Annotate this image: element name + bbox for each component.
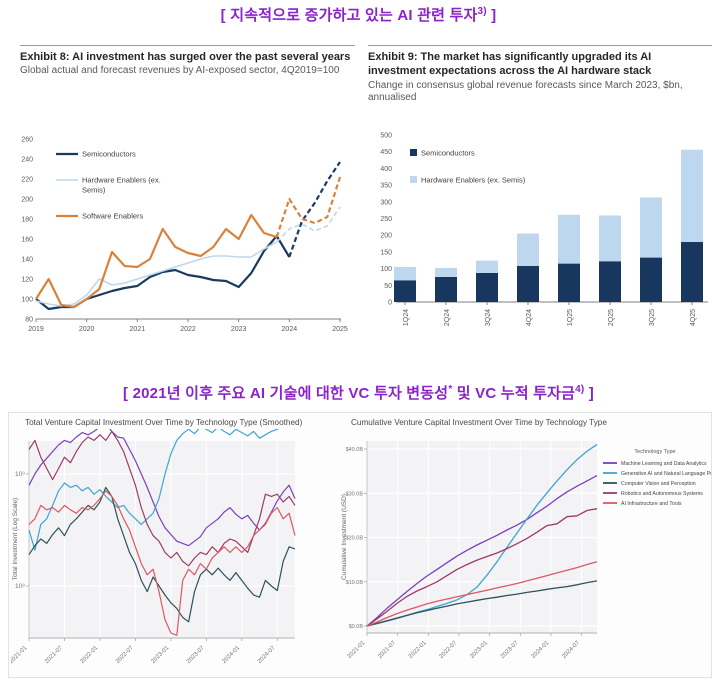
exhibit9-title: Exhibit 9: The market has significantly … [368,51,652,78]
section-title-mid: [ 2021년 이후 주요 AI 기술에 대한 VC 투자 변동성* 및 VC … [123,384,594,402]
svg-text:2023-07: 2023-07 [186,645,206,665]
svg-text:2021-07: 2021-07 [44,645,64,665]
vc-total-line-chart: 10⁹ 10⁸ 2021-01 2021-07 2022-01 2022-07 2023-0… [11,429,296,665]
svg-text:180: 180 [21,217,33,224]
svg-text:Machine Learning and Data Anal: Machine Learning and Data Analytics [621,461,707,467]
svg-text:100: 100 [21,297,33,304]
svg-text:2024-07: 2024-07 [561,640,581,660]
svg-text:500: 500 [380,133,392,140]
svg-text:$0.0B: $0.0B [349,624,364,630]
svg-text:$10.0B: $10.0B [346,580,364,586]
svg-text:Hardware Enablers (ex. Semis): Hardware Enablers (ex. Semis) [421,176,526,185]
exhibit9-panel: Exhibit 9: The market has significantly … [368,45,712,350]
svg-text:$40.0B: $40.0B [346,447,364,453]
svg-text:2025: 2025 [332,326,348,333]
svg-text:2Q24: 2Q24 [444,309,451,326]
svg-text:400: 400 [380,166,392,173]
vc-total-title: Total Venture Capital Investment Over Ti… [25,418,303,427]
svg-text:350: 350 [380,183,392,190]
svg-text:2019: 2019 [28,326,44,333]
svg-text:220: 220 [21,177,33,184]
svg-text:1Q24: 1Q24 [403,309,410,326]
vc-figure: Total Venture Capital Investment Over Ti… [8,412,712,678]
exhibit9-bar-chart: 0 50 100 150 200 250 300 350 400 450 500 1Q24 2Q24 3Q… [380,133,708,326]
exhibit9-subtitle: Change in consensus global revenue forec… [368,79,683,104]
svg-text:2023-01: 2023-01 [469,640,489,660]
svg-text:160: 160 [21,237,33,244]
svg-text:240: 240 [21,157,33,164]
svg-text:2022-07: 2022-07 [115,645,135,665]
svg-text:Technology Type: Technology Type [634,449,675,455]
svg-text:300: 300 [380,199,392,206]
svg-text:Semiconductors: Semiconductors [421,149,475,158]
footnote-ref-3: 3) [477,6,487,17]
svg-text:250: 250 [380,216,392,223]
svg-text:$30.0B: $30.0B [346,491,364,497]
svg-text:2022: 2022 [180,326,196,333]
section-title-top-text: [ 지속적으로 증가하고 있는 AI 관련 투자 [220,7,478,24]
svg-text:140: 140 [21,257,33,264]
svg-text:100: 100 [380,266,392,273]
exhibit8-title: Exhibit 8: AI investment has surged over… [20,51,351,63]
svg-text:Robotics and Autonomous System: Robotics and Autonomous Systems [621,491,703,497]
vc-total-panel: Total Venture Capital Investment Over Ti… [11,415,341,673]
svg-text:2022-01: 2022-01 [408,640,428,660]
svg-text:Hardware Enablers (ex.: Hardware Enablers (ex. [82,176,161,185]
svg-text:200: 200 [380,233,392,240]
vc-cumulative-title: Cumulative Venture Capital Investment Ov… [351,418,607,427]
svg-text:2Q25: 2Q25 [608,309,615,326]
svg-text:2023-07: 2023-07 [500,640,520,660]
vc-cumulative-line-chart: $0.0B $10.0B $20.0B $30.0B $40.0B 2021-01 2021… [341,441,711,660]
svg-text:80: 80 [25,317,33,324]
svg-text:450: 450 [380,149,392,156]
svg-text:10⁹: 10⁹ [15,471,25,478]
svg-text:$20.0B: $20.0B [346,536,364,542]
svg-text:2020: 2020 [79,326,95,333]
svg-text:2021: 2021 [130,326,146,333]
svg-text:3Q25: 3Q25 [649,309,656,326]
svg-text:Total Investment (Log Scale): Total Investment (Log Scale) [12,498,19,580]
svg-text:150: 150 [380,249,392,256]
exhibit8-header: Exhibit 8: AI investment has surged over… [20,45,355,78]
svg-text:3Q24: 3Q24 [485,309,492,326]
svg-text:2023: 2023 [231,326,247,333]
svg-text:10⁸: 10⁸ [15,583,25,590]
svg-text:2021-07: 2021-07 [377,640,397,660]
svg-text:200: 200 [21,197,33,204]
svg-text:2024-01: 2024-01 [221,645,241,665]
svg-text:50: 50 [384,283,392,290]
svg-text:Generative AI and Natural Lang: Generative AI and Natural Language Proce… [621,471,711,477]
footnote-ref-4: 4) [575,384,585,395]
exhibit8-line-chart: 80 100 120 140 160 180 200 220 240 260 2019 2020 202… [21,137,348,334]
svg-text:2024: 2024 [282,326,298,333]
svg-text:2024-07: 2024-07 [257,645,277,665]
svg-text:Semiconductors: Semiconductors [82,150,136,159]
svg-text:Cumulative Investment (USD): Cumulative Investment (USD) [341,494,348,580]
svg-text:2022-07: 2022-07 [439,640,459,660]
svg-text:Software Enablers: Software Enablers [82,212,144,221]
svg-text:4Q25: 4Q25 [690,309,697,326]
vc-cumulative-panel: Cumulative Venture Capital Investment Ov… [337,415,711,673]
svg-text:2023-01: 2023-01 [150,645,170,665]
footnote-ref-star: * [448,384,453,395]
svg-text:2021-01: 2021-01 [11,645,29,665]
svg-text:260: 260 [21,137,33,144]
svg-text:AI Infrastructure and Tools: AI Infrastructure and Tools [621,501,682,507]
svg-text:2024-01: 2024-01 [531,640,551,660]
svg-text:2021-01: 2021-01 [347,640,367,660]
exhibit8-panel: Exhibit 8: AI investment has surged over… [20,45,355,335]
svg-text:Computer Vision and Perception: Computer Vision and Perception [621,481,696,487]
section-title-top: [ 지속적으로 증가하고 있는 AI 관련 투자3) ] [220,6,497,24]
exhibit8-subtitle: Global actual and forecast revenues by A… [20,65,340,77]
svg-text:1Q25: 1Q25 [567,309,574,326]
svg-text:2022-01: 2022-01 [80,645,100,665]
svg-text:120: 120 [21,277,33,284]
svg-text:4Q24: 4Q24 [526,309,533,326]
svg-text:0: 0 [388,300,392,307]
svg-text:Semis): Semis) [82,186,106,195]
exhibit9-header: Exhibit 9: The market has significantly … [368,45,712,105]
